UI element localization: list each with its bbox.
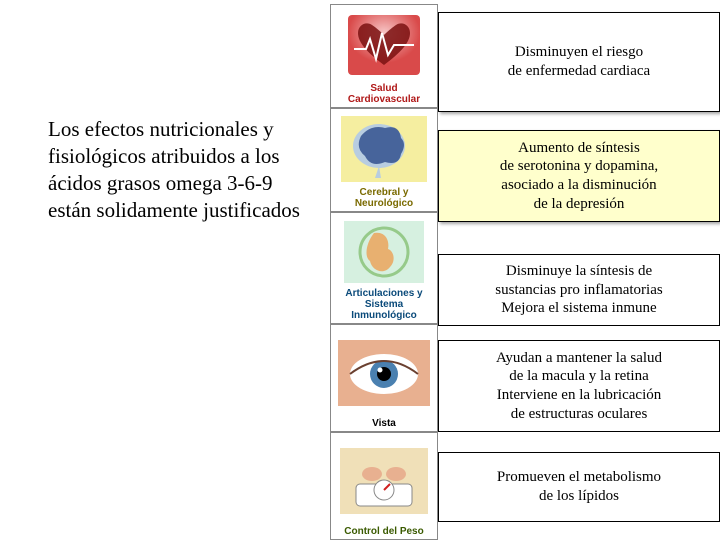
- desc-weight: Promueven el metabolismode los lípidos: [438, 452, 720, 522]
- icon-cell-brain: Cerebral y Neurológico: [330, 108, 438, 212]
- icon-column: Salud Cardiovascular Cerebral y Neurológ…: [330, 4, 438, 540]
- eye-icon: [333, 329, 435, 416]
- scale-icon: [333, 437, 435, 524]
- icon-cell-weight: Control del Peso: [330, 432, 438, 540]
- icon-cell-joints: Articulaciones y Sistema Inmunológico: [330, 212, 438, 324]
- icon-cell-eye: Vista: [330, 324, 438, 432]
- icon-label-brain: Cerebral y Neurológico: [333, 187, 435, 209]
- desc-cardiovascular: Disminuyen el riesgode enfermedad cardia…: [438, 12, 720, 112]
- brain-icon: [333, 113, 435, 185]
- desc-brain: Aumento de síntesisde serotonina y dopam…: [438, 130, 720, 222]
- joints-icon: [333, 217, 435, 286]
- icon-label-joints: Articulaciones y Sistema Inmunológico: [333, 288, 435, 321]
- description-column: Disminuyen el riesgode enfermedad cardia…: [438, 0, 720, 522]
- icon-label-cardiovascular: Salud Cardiovascular: [333, 83, 435, 105]
- desc-eye: Ayudan a mantener la saludde la macula y…: [438, 340, 720, 432]
- desc-joints: Disminuye la síntesis desustancias pro i…: [438, 254, 720, 326]
- heart-icon: [333, 9, 435, 81]
- icon-label-eye: Vista: [372, 418, 396, 429]
- main-paragraph: Los efectos nutricionales y fisiológicos…: [48, 116, 316, 224]
- icon-label-weight: Control del Peso: [344, 526, 423, 537]
- icon-cell-cardiovascular: Salud Cardiovascular: [330, 4, 438, 108]
